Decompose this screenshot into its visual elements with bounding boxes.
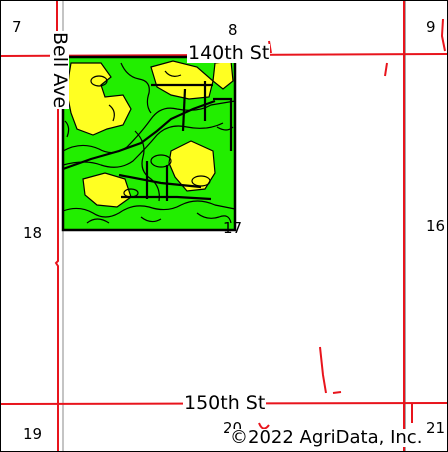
road-spur-3 xyxy=(319,346,327,394)
section-number-7: 7 xyxy=(12,18,22,36)
section-number-17: 17 xyxy=(223,219,243,237)
section-number-9: 9 xyxy=(426,18,436,36)
field-soil-polygons xyxy=(61,55,237,232)
road-spur-2 xyxy=(440,18,446,52)
section-number-18: 18 xyxy=(23,224,43,242)
soil-yellow-area-4 xyxy=(82,172,132,208)
section-number-19: 19 xyxy=(23,425,43,443)
section-number-16: 16 xyxy=(426,217,446,235)
field-boundary xyxy=(61,55,237,232)
section-number-8: 8 xyxy=(228,21,238,39)
road-label-150th-st: 150th St xyxy=(183,392,267,414)
section-number-21: 21 xyxy=(426,419,446,437)
road-spur-6 xyxy=(258,422,270,430)
road-label-140th-st: 140th St xyxy=(187,42,271,64)
road-label-bell-ave: Bell Ave xyxy=(49,31,71,110)
soil-yellow-area-2 xyxy=(150,60,214,100)
drainage-lines xyxy=(62,81,233,201)
road-spur-4 xyxy=(332,391,342,394)
soil-yellow-area-3 xyxy=(168,140,216,192)
copyright-notice: ©2022 AgriData, Inc. xyxy=(229,427,424,448)
road-spur-1 xyxy=(384,62,388,77)
